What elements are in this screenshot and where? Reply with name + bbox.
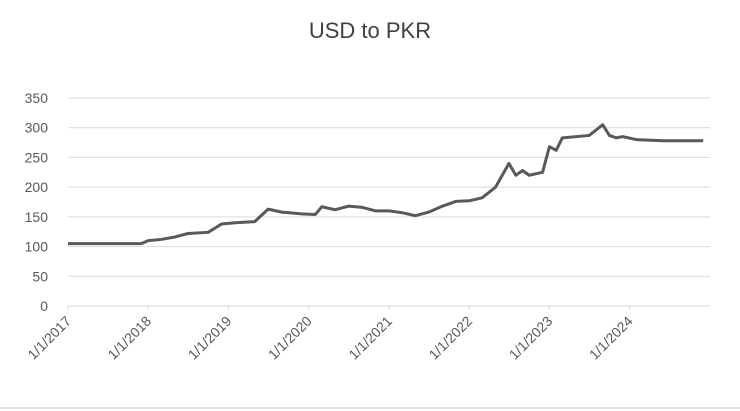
y-tick-label: 150 <box>25 209 49 225</box>
y-tick-label: 350 <box>25 90 49 106</box>
y-tick-label: 250 <box>25 149 49 165</box>
data-line <box>68 123 704 246</box>
y-tick-label: 0 <box>40 298 48 314</box>
chart-title: USD to PKR <box>309 18 431 43</box>
y-tick-label: 300 <box>25 120 49 136</box>
y-tick-label: 200 <box>25 179 49 195</box>
y-tick-label: 50 <box>32 268 48 284</box>
y-tick-label: 100 <box>25 239 49 255</box>
